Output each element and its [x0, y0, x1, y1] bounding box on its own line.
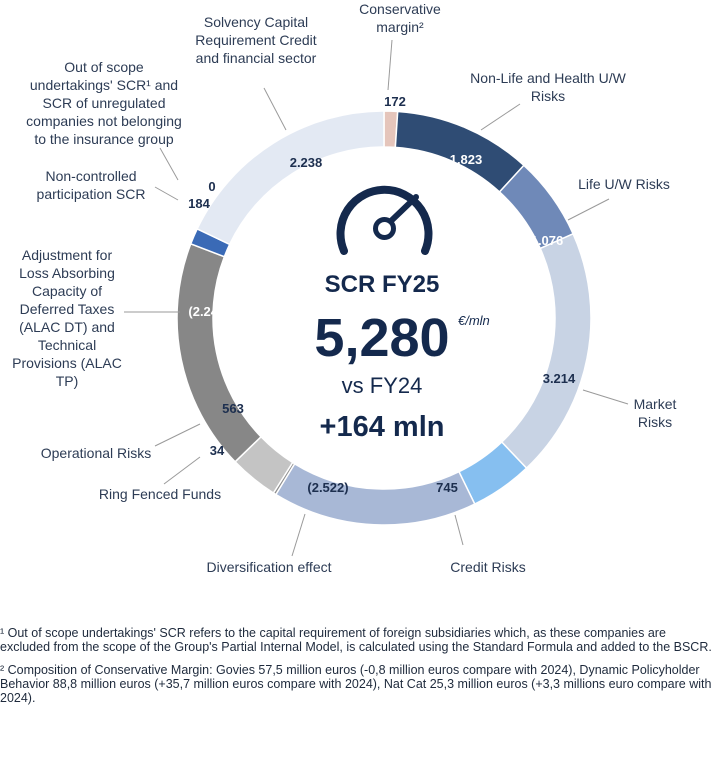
segment-solvency-capital-requirement-credit-and-financial-sector [196, 110, 385, 246]
leader-non-life-and-health-u-w-risks [480, 103, 521, 131]
footnotes: ¹ Out of scope undertakings' SCR refers … [0, 626, 717, 714]
leader-operational-risks [154, 423, 201, 447]
category-label-credit-risks: Credit Risks [450, 559, 525, 575]
footnote-1: ¹ Out of scope undertakings' SCR refers … [0, 626, 712, 654]
category-label-market-risks: Market Risks [634, 396, 677, 430]
value-label-non-controlled-participation-scr: 184 [188, 196, 210, 211]
value-labels: 172 1.823 1.076 3.214 745 (2.522) 34 563 (2.245)… [188, 94, 576, 495]
category-label-solvency-capital-requirement-credit-and-financial-sector: Solvency Capital Requirement Credit and fi… [195, 14, 316, 66]
leader-lines [124, 39, 629, 557]
scr-donut-chart: 172 1.823 1.076 3.214 745 (2.522) 34 563 (2.245)… [12, 1, 676, 575]
segment-market-risks [500, 232, 592, 470]
donut-segments [176, 110, 592, 526]
category-label-non-controlled-participation-scr: Non-controlled participation SCR [37, 168, 146, 202]
leader-conservative-margin [387, 39, 393, 91]
center-comparison-delta: +164 mln [320, 411, 445, 443]
value-label-operational-risks: 563 [222, 401, 244, 416]
value-label-credit-risks: 745 [436, 480, 458, 495]
value-label-non-life-and-health-u-w-risks: 1.823 [450, 152, 483, 167]
value-label-ring-fenced-funds: 34 [210, 443, 225, 458]
category-label-ring-fenced-funds: Ring Fenced Funds [99, 486, 221, 502]
footnote-2: ² Composition of Conservative Margin: Go… [0, 663, 712, 705]
category-labels: Conservative margin² Non-Life and Health U… [12, 1, 676, 575]
value-label-conservative-margin: 172 [384, 94, 406, 109]
value-label-market-risks: 3.214 [543, 371, 576, 386]
value-label-adjustment-for-loss-absorbing-capacity-of-deferred-taxes-alac-dt-and-technical-provisions-alac-tp: (2.245) [188, 304, 229, 319]
value-label-out-of-scope-undertakings-scr-and-scr-of-unregulated-companies-not-belonging-to-the-insurance-group: 0 [208, 179, 215, 194]
center-total-unit: €/mln [458, 313, 490, 328]
leader-diversification-effect [291, 513, 306, 557]
category-label-out-of-scope-undertakings-scr-and-scr-of-unregulated-companies-not-belonging-to-the-insurance-group: Out of scope undertakings' SCR¹ and SCR of… [26, 59, 182, 147]
center-title: SCR FY25 [325, 271, 440, 298]
value-label-solvency-capital-requirement-credit-and-financial-sector: 2.238 [290, 155, 323, 170]
leader-ring-fenced-funds [163, 456, 201, 485]
category-label-life-u-w-risks: Life U/W Risks [578, 176, 670, 192]
category-label-operational-risks: Operational Risks [41, 445, 152, 461]
leader-solvency-capital-requirement-credit-and-financial-sector [263, 87, 287, 131]
leader-non-controlled-participation-scr [154, 186, 179, 201]
value-label-life-u-w-risks: 1.076 [531, 233, 564, 248]
category-label-conservative-margin: Conservative margin² [359, 1, 441, 35]
leader-out-of-scope-undertakings-scr-and-scr-of-unregulated-companies-not-belonging-to-the-insurance-group [159, 147, 179, 181]
leader-market-risks [582, 389, 629, 405]
category-label-diversification-effect: Diversification effect [206, 559, 331, 575]
category-label-adjustment-for-loss-absorbing-capacity-of-deferred-taxes-alac-dt-and-technical-provisions-alac-tp: Adjustment for Loss Absorbing Capacity of D… [12, 247, 122, 389]
speedometer-icon [336, 185, 433, 255]
leader-life-u-w-risks [567, 198, 610, 221]
leader-credit-risks [454, 514, 464, 546]
category-label-non-life-and-health-u-w-risks: Non-Life and Health U/W Risks [470, 70, 626, 104]
center-total-value: 5,280 [314, 308, 449, 368]
value-label-diversification-effect: (2.522) [307, 480, 348, 495]
center-comparison-label: vs FY24 [342, 373, 423, 398]
